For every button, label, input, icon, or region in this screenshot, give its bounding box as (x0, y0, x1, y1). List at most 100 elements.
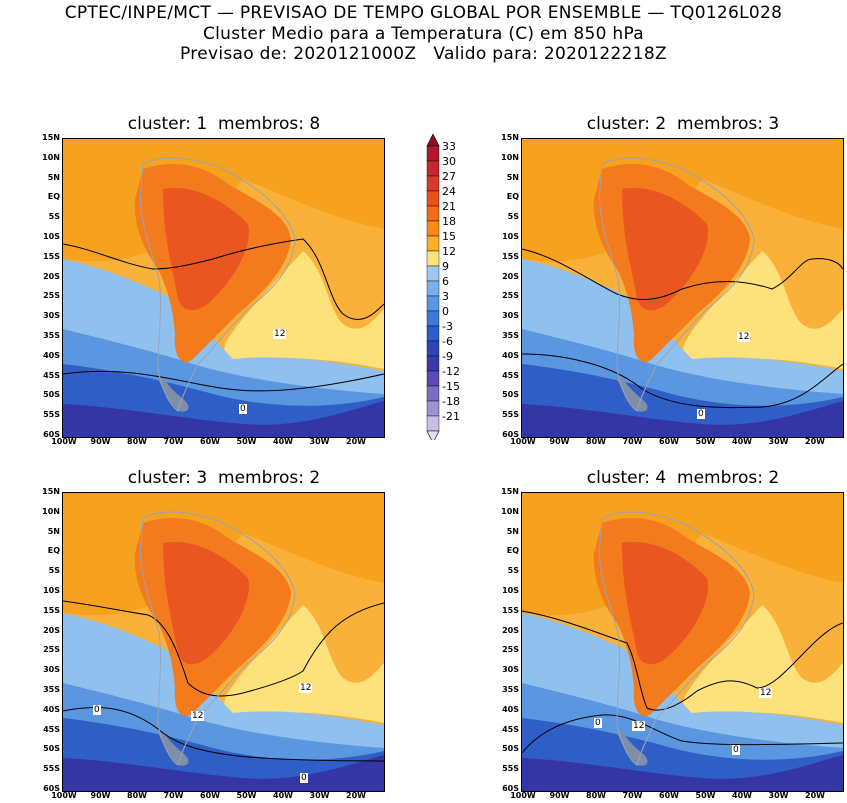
lat-tick-label: 15N (501, 487, 519, 496)
coastline (599, 157, 755, 412)
contour-label: 12 (191, 711, 205, 721)
colorbar-swatch (426, 385, 440, 402)
lon-tick-label: 40W (732, 791, 752, 800)
colorbar-tick-label: 18 (442, 215, 456, 228)
lat-tick-label: 20S (43, 271, 60, 281)
colorbar-swatch (426, 340, 440, 357)
lat-tick-label: 25S (502, 291, 519, 301)
lat-tick-label: 55S (43, 410, 60, 420)
colorbar-tick-label: 3 (442, 290, 449, 303)
lat-tick-label: 40S (43, 350, 60, 360)
colorbar-tick-label: 27 (442, 170, 456, 183)
lat-tick-label: 20S (43, 625, 60, 635)
lat-tick-label: 15N (42, 487, 60, 496)
lon-tick-label: 90W (90, 437, 111, 446)
map-field (63, 139, 384, 437)
lat-tick-label: 40S (502, 350, 519, 360)
colorbar-swatch (426, 175, 440, 192)
map-field (522, 139, 843, 437)
lon-tick-label: 70W (163, 791, 184, 800)
contour-label: 12 (273, 329, 287, 339)
panel-2-title: cluster: 2 membros: 3 (586, 114, 780, 134)
header-line-3: Previsao de: 2020121000Z Valido para: 20… (180, 44, 667, 64)
lat-tick-label: 50S (502, 744, 519, 754)
lat-tick-label: 35S (43, 685, 60, 694)
lat-tick-label: 25S (43, 645, 60, 655)
colorbar-tick-label: 24 (442, 185, 456, 198)
contour-label: 12 (632, 721, 646, 731)
lat-tick-label: 5S (507, 212, 519, 222)
colorbar-bottom-arrow (426, 430, 440, 440)
lon-tick-label: 50W (236, 437, 257, 446)
lat-tick-label: 60S (502, 784, 519, 793)
lat-tick-label: 40S (43, 704, 60, 714)
lon-tick-label: 100W (51, 437, 77, 446)
lat-tick-label: 10S (43, 232, 60, 241)
lon-tick-label: 90W (549, 437, 570, 446)
colorbar-tick-label: -15 (442, 380, 460, 393)
lon-tick-label: 30W (768, 437, 789, 446)
colorbar-tick-label: -21 (442, 410, 460, 423)
lat-tick-label: 5N (47, 526, 60, 536)
lat-tick-label: 25S (43, 291, 60, 301)
lat-tick-label: 60S (502, 430, 519, 439)
lon-tick-label: 50W (695, 791, 716, 800)
colorbar-tick-label: -6 (442, 335, 453, 348)
panel-4-title: cluster: 4 membros: 2 (586, 468, 780, 488)
colorbar-swatch (426, 220, 440, 237)
colorbar-tick-label: -18 (442, 395, 460, 408)
colorbar-tick-label: 15 (442, 230, 456, 243)
lon-tick-label: 40W (273, 791, 293, 800)
lon-tick-label: 20W (346, 437, 366, 446)
header-line-2: Cluster Medio para a Temperatura (C) em … (202, 24, 645, 44)
panel-3-title: cluster: 3 membros: 2 (127, 468, 321, 488)
lat-tick-label: 15N (42, 133, 60, 142)
lon-tick-label: 80W (586, 437, 606, 446)
lat-tick-label: 10N (42, 506, 60, 516)
lon-tick-label: 90W (549, 791, 570, 800)
lat-tick-label: 15S (502, 251, 519, 261)
lon-tick-label: 70W (622, 437, 643, 446)
panel-1-title: cluster: 1 membros: 8 (127, 114, 321, 134)
lat-tick-label: 10N (501, 506, 519, 516)
lat-tick-label: 30S (43, 665, 60, 675)
lat-tick-label: EQ (47, 546, 60, 556)
lon-tick-label: 30W (768, 791, 789, 800)
map-panel-2: 12 0 (521, 138, 844, 438)
lat-tick-label: 15S (502, 605, 519, 615)
colorbar-swatch (426, 145, 440, 162)
lat-tick-label: 20S (502, 271, 519, 281)
contour-label: 12 (759, 688, 773, 698)
lon-tick-label: 20W (805, 437, 825, 446)
lat-tick-label: 5S (48, 566, 60, 576)
lat-tick-label: EQ (506, 546, 519, 556)
colorbar (426, 134, 440, 440)
map-field (63, 493, 384, 791)
lon-tick-label: 80W (586, 791, 606, 800)
colorbar-tick-label: 12 (442, 245, 456, 258)
lat-tick-label: 55S (502, 764, 519, 774)
lon-tick-label: 40W (732, 437, 752, 446)
colorbar-tick-label: -3 (442, 320, 453, 333)
colorbar-tick-label: -12 (442, 365, 460, 378)
lat-tick-label: 10S (43, 586, 60, 595)
lon-tick-label: 30W (309, 791, 330, 800)
lat-tick-label: 55S (43, 764, 60, 774)
lon-tick-label: 50W (695, 437, 716, 446)
lon-tick-label: 90W (90, 791, 111, 800)
map-panel-1: 12 0 (62, 138, 385, 438)
colorbar-swatch (426, 250, 440, 267)
lat-tick-label: 60S (43, 784, 60, 793)
colorbar-tick-label: 30 (442, 155, 456, 168)
lat-tick-label: 10S (502, 232, 519, 241)
colorbar-swatch (426, 310, 440, 327)
lon-tick-label: 80W (127, 791, 147, 800)
lat-tick-label: 45S (43, 724, 60, 734)
lon-tick-label: 60W (200, 437, 220, 446)
lat-tick-label: 20S (502, 625, 519, 635)
lon-tick-label: 20W (346, 791, 366, 800)
lat-tick-label: 50S (502, 390, 519, 400)
coastline (599, 511, 755, 766)
colorbar-swatch (426, 190, 440, 207)
lon-tick-label: 80W (127, 437, 147, 446)
